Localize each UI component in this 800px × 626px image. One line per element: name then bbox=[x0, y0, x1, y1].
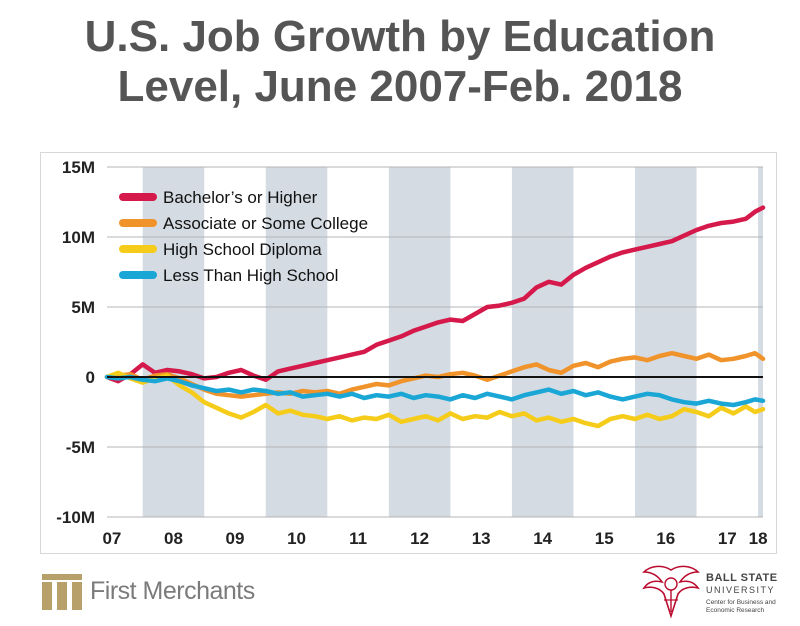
ball-state-center-name: Center for Business and Economic Researc… bbox=[706, 599, 776, 614]
y-tick-label-3: 0 bbox=[86, 368, 95, 387]
y-tick-label-5: -10M bbox=[56, 508, 95, 527]
legend-label-3: Less Than High School bbox=[163, 266, 338, 285]
x-tick-label-2: 09 bbox=[226, 529, 245, 548]
ball-state-name-line-1: BALL STATE bbox=[706, 572, 778, 584]
chart-title: U.S. Job Growth by Education Level, June … bbox=[0, 12, 800, 112]
shaded-band-4 bbox=[635, 167, 697, 517]
series-line-3 bbox=[104, 374, 766, 408]
legend-label-1: Associate or Some College bbox=[163, 214, 368, 233]
x-tick-label-7: 14 bbox=[533, 529, 552, 548]
y-tick-label-4: -5M bbox=[66, 438, 95, 457]
x-tick-label-0: 07 bbox=[102, 529, 121, 548]
shaded-band-3 bbox=[511, 167, 574, 517]
legend-label-2: High School Diploma bbox=[163, 240, 322, 259]
chart-title-line-1: U.S. Job Growth by Education bbox=[84, 12, 716, 61]
legend-label-0: Bachelor’s or Higher bbox=[163, 188, 318, 207]
x-tick-label-1: 08 bbox=[164, 529, 183, 548]
first-merchants-mark-icon bbox=[42, 574, 82, 610]
y-tick-label-0: 15M bbox=[62, 158, 95, 177]
chart-title-line-2: Level, June 2007-Feb. 2018 bbox=[117, 62, 683, 111]
shaded-band-2 bbox=[388, 167, 451, 517]
chart-frame: 15M 10M 5M 0 -5M -10M 07 08 09 10 11 12 13 14 15 16 17 18… bbox=[40, 152, 777, 554]
ball-state-name-line-2: UNIVERSITY bbox=[706, 585, 776, 595]
x-tick-label-11: 18 bbox=[749, 529, 768, 548]
first-merchants-logo: First Merchants bbox=[40, 568, 280, 614]
x-tick-label-4: 11 bbox=[349, 529, 367, 548]
series-line-2 bbox=[104, 370, 766, 429]
ball-state-seal-icon bbox=[642, 565, 700, 619]
x-tick-label-10: 17 bbox=[718, 529, 737, 548]
x-tick-label-6: 13 bbox=[472, 529, 491, 548]
shaded-band-5 bbox=[758, 167, 763, 517]
ball-state-logo: BALL STATE UNIVERSITY Center for Busines… bbox=[640, 562, 790, 622]
x-tick-label-3: 10 bbox=[287, 529, 306, 548]
x-tick-label-8: 15 bbox=[595, 529, 614, 548]
x-tick-label-9: 16 bbox=[656, 529, 675, 548]
y-tick-label-1: 10M bbox=[62, 228, 95, 247]
first-merchants-name: First Merchants bbox=[90, 577, 255, 605]
shaded-band-1 bbox=[265, 167, 328, 517]
x-tick-label-5: 12 bbox=[410, 529, 429, 548]
y-tick-label-2: 5M bbox=[71, 298, 95, 317]
line-chart: 15M 10M 5M 0 -5M -10M 07 08 09 10 11 12 13 14 15 16 17 18… bbox=[56, 158, 768, 548]
